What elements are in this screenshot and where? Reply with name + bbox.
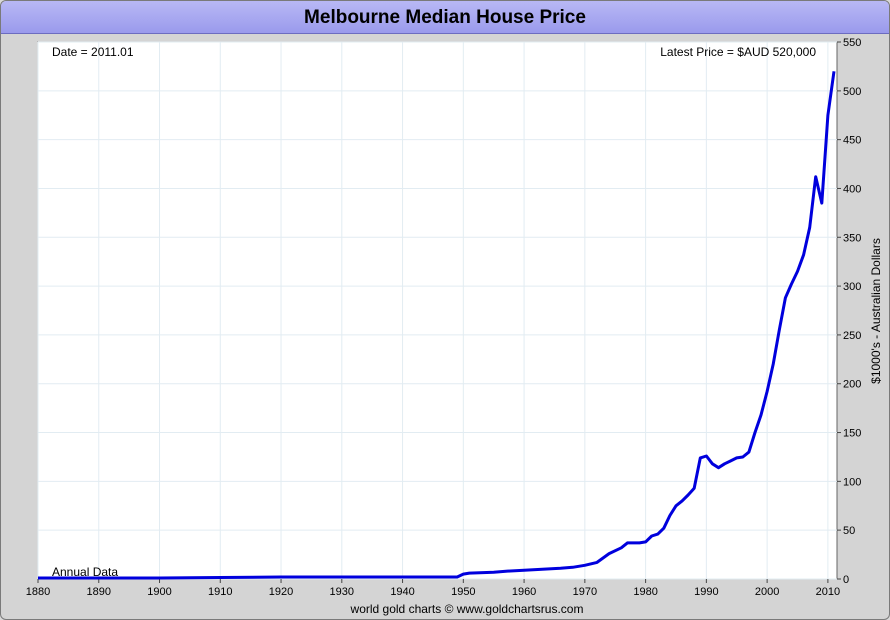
x-tick-label: 1960	[512, 586, 536, 598]
y-tick-label: 250	[843, 330, 861, 342]
date-annotation: Date = 2011.01	[52, 45, 134, 59]
x-tick-label: 1910	[208, 586, 232, 598]
y-tick-label: 400	[843, 183, 861, 195]
y-axis-label: $1000's - Australian Dollars	[869, 238, 883, 384]
y-tick-label: 50	[843, 525, 855, 537]
x-tick-label: 1940	[390, 586, 414, 598]
annual-data-annotation: Annual Data	[52, 565, 118, 579]
x-tick-label: 1880	[26, 586, 50, 598]
x-tick-label: 1920	[269, 586, 293, 598]
x-tick-label: 1890	[87, 586, 111, 598]
x-tick-label: 1930	[330, 586, 354, 598]
chart-title: Melbourne Median House Price	[304, 7, 586, 28]
x-axis-ticks: 1880 1890 1900 1910 1920 1930 1940 1950 1960 1970…	[26, 579, 840, 598]
x-tick-label: 2010	[816, 586, 840, 598]
plot-area	[37, 41, 838, 580]
grid-lines	[37, 41, 837, 580]
y-axis-ticks: 0 50 100 150 200 250 300 350 400 450 500 550	[837, 37, 861, 586]
footer-credit: world gold charts © www.goldchartsrus.co…	[350, 602, 584, 616]
x-tick-label: 1900	[147, 586, 171, 598]
series-line-median-price	[38, 71, 836, 580]
y-tick-label: 0	[843, 574, 849, 586]
y-tick-label: 550	[843, 37, 861, 49]
x-tick-label: 1950	[451, 586, 475, 598]
y-tick-label: 350	[843, 232, 861, 244]
y-tick-label: 200	[843, 379, 861, 391]
title-bar: Melbourne Median House Price	[1, 1, 889, 34]
x-tick-label: 1970	[573, 586, 597, 598]
y-tick-label: 100	[843, 476, 861, 488]
x-tick-label: 1990	[694, 586, 718, 598]
y-tick-label: 500	[843, 86, 861, 98]
y-tick-label: 450	[843, 135, 861, 147]
x-tick-label: 2000	[755, 586, 779, 598]
x-tick-label: 1980	[633, 586, 657, 598]
y-tick-label: 150	[843, 428, 861, 440]
latest-price-annotation: Latest Price = $AUD 520,000	[660, 45, 816, 59]
y-tick-label: 300	[843, 281, 861, 293]
